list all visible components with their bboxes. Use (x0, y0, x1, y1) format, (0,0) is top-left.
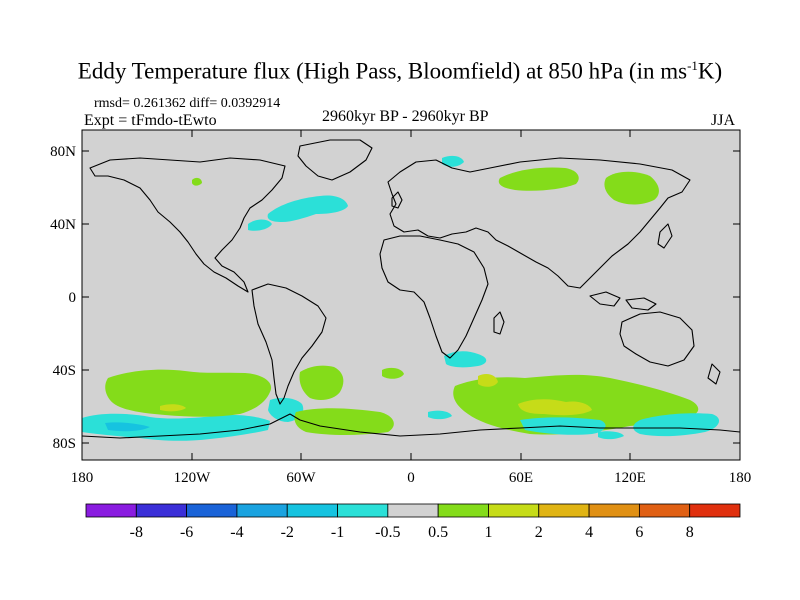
lon-label-60e: 60E (509, 470, 533, 486)
title-tail: K) (697, 58, 723, 84)
coast-southeast-asia-islands (589, 291, 657, 311)
colorbar-label: 0.5 (428, 524, 448, 541)
colorbar-swatch (85, 503, 137, 518)
lon-label-180e: 180 (729, 470, 752, 486)
contour-positive-southpacific-inner (160, 404, 186, 412)
colorbar-swatch (588, 503, 640, 518)
lon-label-120w: 120W (174, 470, 212, 486)
experiment-label: Expt = tFmdo-tEwto (84, 112, 217, 129)
contour-negative-pacific (82, 413, 270, 441)
colorbar-label: 2 (535, 524, 543, 541)
title-superscript: -1 (687, 58, 698, 73)
lat-label-0: 0 (69, 290, 77, 306)
coast-uk (391, 191, 403, 209)
latitude-axis: 80N 40N 0 40S 80S (50, 144, 740, 452)
contour-fills (82, 155, 720, 441)
contour-negative-pacific-inner (105, 422, 150, 432)
contour-positive-southatlantic-small (382, 367, 404, 379)
contour-negative-southafrica (444, 351, 487, 368)
contour-negative-northatlantic (267, 195, 348, 222)
season-label: JJA (711, 112, 736, 129)
stats-text: rmsd= 0.261362 diff= 0.0392914 (94, 96, 281, 111)
coast-australia (619, 311, 695, 367)
colorbar-label: -8 (130, 524, 143, 541)
lon-label-180w: 180 (71, 470, 94, 486)
lat-label-40s: 40S (53, 363, 76, 379)
colorbar-swatch (437, 503, 489, 518)
colorbar-swatch (638, 503, 691, 518)
contour-negative-drake (268, 397, 304, 422)
contour-positive-siberia (498, 167, 579, 191)
coast-south-america (251, 283, 327, 405)
longitude-axis: 180 120W 60W 0 60E 120E 180 (71, 130, 752, 486)
lon-label-120e: 120E (614, 470, 646, 486)
coast-north-america (89, 157, 286, 293)
title-main: Eddy Temperature flux (High Pass, Bloomf… (77, 58, 688, 84)
colorbar-label: 4 (585, 524, 593, 541)
colorbar-label: -4 (230, 524, 243, 541)
colorbar-swatch (689, 503, 741, 518)
colorbar-swatch (236, 503, 288, 518)
lon-label-60w: 60W (286, 470, 316, 486)
colorbar-swatch (538, 503, 590, 518)
contour-positive-indianocean-inner-2 (518, 399, 592, 416)
contour-positive-indianocean-inner-1 (478, 374, 498, 387)
colorbar: -8 -6 -4 -2 -1 -0.5 0.5 1 2 4 6 8 (85, 503, 741, 541)
colorbar-label: 6 (635, 524, 643, 541)
lat-label-40n: 40N (50, 217, 76, 233)
coast-new-zealand (707, 363, 721, 385)
contour-positive-southpacific (105, 369, 272, 417)
colorbar-swatch (186, 503, 238, 518)
contour-positive-southamerica (299, 365, 344, 400)
lon-label-0: 0 (407, 470, 415, 486)
colorbar-swatch (286, 503, 338, 518)
coast-madagascar (493, 311, 505, 335)
contour-negative-eastpacific (633, 413, 720, 437)
contour-negative-southatlantic-small (428, 410, 452, 420)
colorbar-label: -2 (281, 524, 294, 541)
colorbar-swatch (337, 503, 389, 518)
contour-negative-eastpacific-small (598, 431, 624, 440)
lat-label-80n: 80N (50, 144, 76, 160)
contour-positive-eastasia (604, 171, 659, 205)
coastlines (82, 139, 740, 439)
coast-antarctica (82, 413, 740, 439)
lat-label-80s: 80S (53, 436, 76, 452)
coast-japan (657, 223, 673, 249)
coast-greenland (297, 139, 373, 181)
colorbar-label: 1 (484, 524, 492, 541)
colorbar-label: -1 (331, 524, 344, 541)
colorbar-label: 8 (686, 524, 694, 541)
colorbar-swatch (488, 503, 540, 518)
contour-negative-eastcoast (248, 219, 272, 231)
contour-positive-canada-small (192, 177, 202, 186)
coast-africa (379, 235, 489, 359)
coast-europe-asia (387, 157, 691, 289)
colorbar-label: -6 (180, 524, 193, 541)
colorbar-label: -0.5 (375, 524, 400, 541)
chart-title: Eddy Temperature flux (High Pass, Bloomf… (0, 58, 800, 85)
colorbar-swatch (135, 503, 188, 518)
colorbar-swatch (387, 503, 439, 518)
period-label: 2960kyr BP - 2960kyr BP (322, 108, 489, 125)
contour-positive-weddell (294, 408, 394, 435)
contour-negative-arctic (442, 155, 464, 167)
